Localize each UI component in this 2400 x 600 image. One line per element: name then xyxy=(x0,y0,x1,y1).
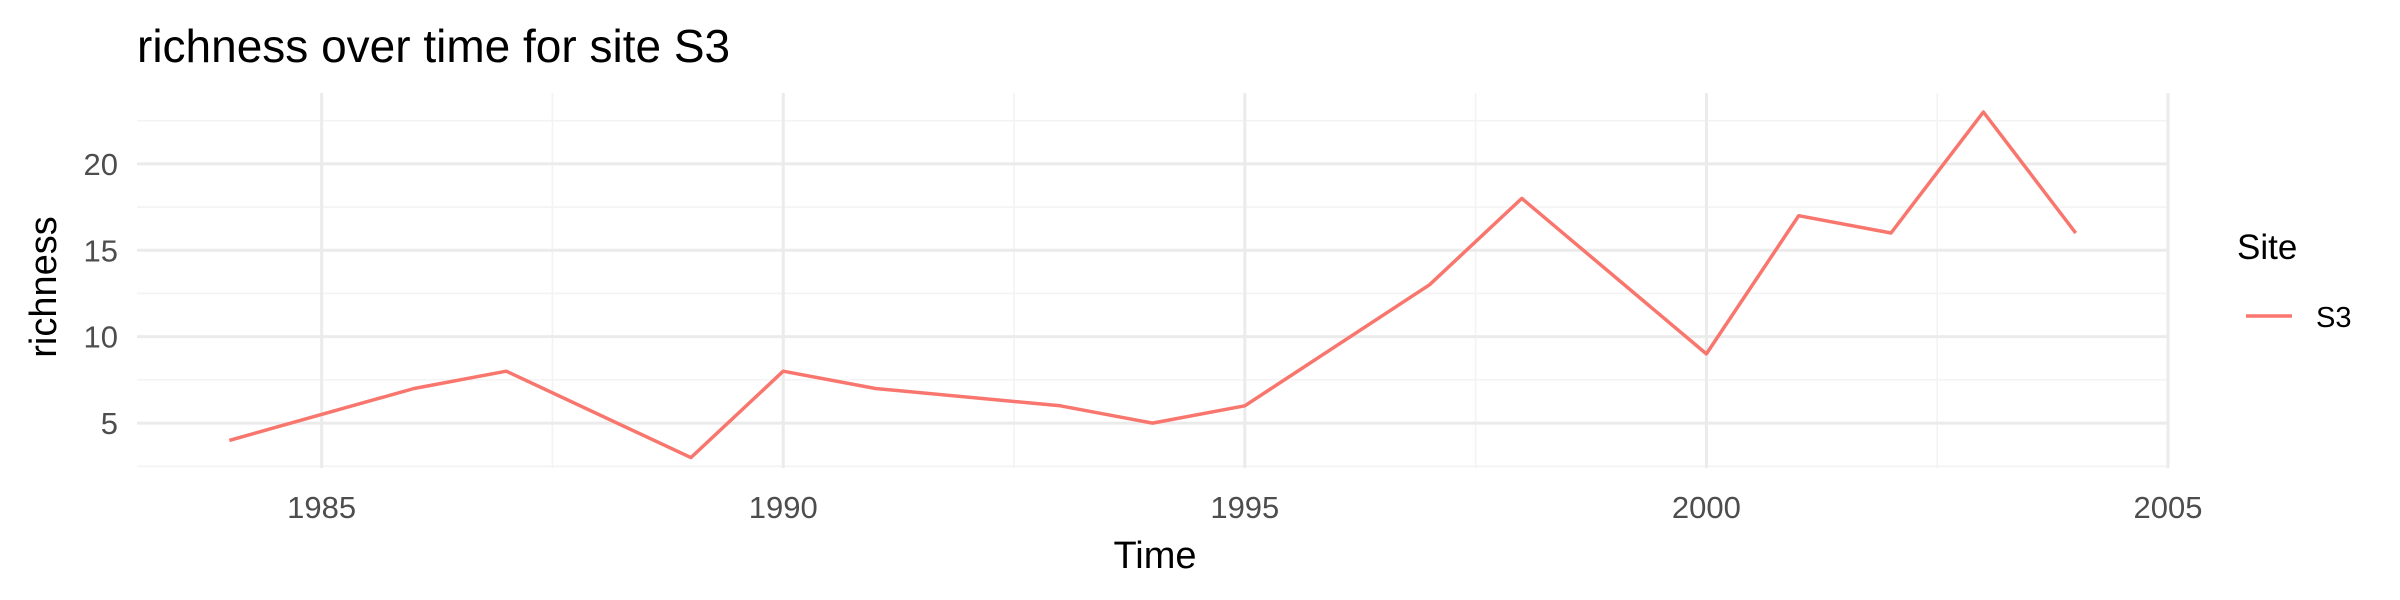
legend-title: Site xyxy=(2237,228,2297,267)
x-axis-title: Time xyxy=(1113,535,1196,577)
x-tick-label: 2000 xyxy=(1672,490,1741,525)
legend: Site S3 xyxy=(2237,228,2351,334)
x-tick-label: 1990 xyxy=(749,490,818,525)
x-tick-label: 1985 xyxy=(287,490,356,525)
y-tick-labels: 5 10 15 20 xyxy=(84,147,118,441)
y-axis-title: richness xyxy=(23,216,65,358)
legend-label-s3: S3 xyxy=(2316,302,2351,334)
x-tick-labels: 1985 1990 1995 2000 2005 xyxy=(287,490,2202,525)
y-tick-label: 10 xyxy=(84,320,118,355)
x-tick-label: 2005 xyxy=(2134,490,2203,525)
y-tick-label: 20 xyxy=(84,147,118,182)
series-lines xyxy=(228,110,2078,460)
chart-title: richness over time for site S3 xyxy=(137,20,730,72)
major-gridlines xyxy=(137,93,2170,468)
series-line-s3 xyxy=(228,110,2078,460)
x-tick-label: 1995 xyxy=(1210,490,1279,525)
y-tick-label: 5 xyxy=(101,406,118,441)
minor-gridlines xyxy=(137,93,2168,468)
y-tick-label: 15 xyxy=(84,233,118,268)
